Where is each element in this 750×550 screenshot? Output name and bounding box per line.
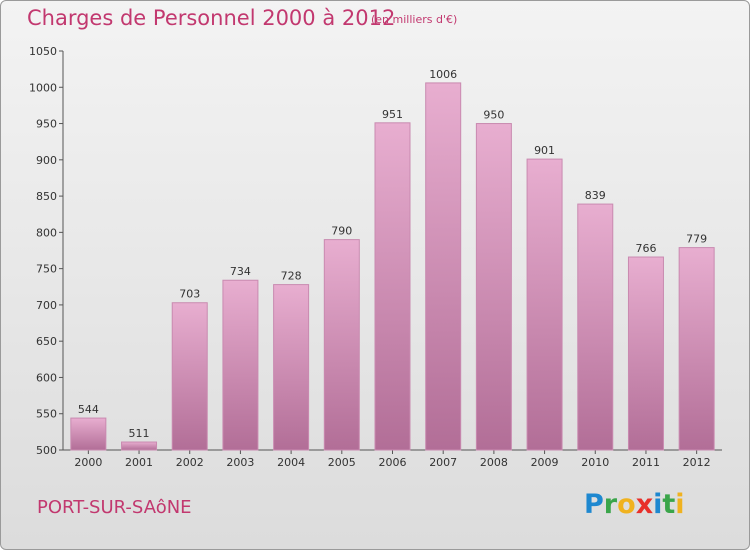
y-tick-label: 750 [36, 263, 57, 276]
x-tick-label: 2000 [74, 456, 102, 469]
bar-value-label: 1006 [429, 68, 457, 81]
y-tick-label: 950 [36, 118, 57, 131]
bar-value-label: 734 [230, 265, 251, 278]
chart-subtitle: (en milliers d'€) [371, 13, 458, 26]
x-tick-label: 2004 [277, 456, 305, 469]
x-tick-label: 2003 [226, 456, 254, 469]
commune-name: PORT-SUR-SAôNE [37, 497, 192, 518]
logo-letter: t [662, 489, 676, 520]
x-tick-label: 2006 [379, 456, 407, 469]
bar [222, 279, 259, 451]
bar [425, 82, 462, 451]
x-tick-label: 2001 [125, 456, 153, 469]
proxiti-logo: Proxiti [584, 489, 685, 520]
x-tick-label: 2012 [683, 456, 711, 469]
bar-value-label: 779 [686, 233, 707, 246]
x-tick-label: 2011 [632, 456, 660, 469]
bar-value-label: 766 [635, 242, 656, 255]
y-tick-label: 850 [36, 190, 57, 203]
bar [273, 284, 310, 451]
bar-value-label: 544 [78, 403, 99, 416]
y-tick-label: 1000 [29, 81, 57, 94]
bar [475, 123, 512, 451]
y-tick-label: 700 [36, 299, 57, 312]
bar [323, 239, 360, 451]
bar-value-label: 901 [534, 144, 555, 157]
bar [577, 203, 614, 451]
bar-value-label: 790 [331, 225, 352, 238]
bar [627, 256, 664, 451]
y-tick-label: 900 [36, 154, 57, 167]
bar [374, 122, 411, 451]
x-tick-label: 2010 [581, 456, 609, 469]
bar [121, 441, 158, 451]
logo-letter: x [635, 489, 654, 520]
x-tick-label: 2008 [480, 456, 508, 469]
y-tick-label: 800 [36, 226, 57, 239]
y-tick-label: 500 [36, 444, 57, 457]
bar [678, 247, 715, 451]
x-tick-label: 2009 [531, 456, 559, 469]
y-tick-label: 1050 [29, 45, 57, 58]
logo-letter: i [653, 489, 663, 520]
logo-letter: o [617, 489, 636, 520]
y-tick-label: 650 [36, 335, 57, 348]
x-tick-label: 2007 [429, 456, 457, 469]
logo-letter: i [675, 489, 685, 520]
bar-value-label: 511 [129, 427, 150, 440]
bar-value-label: 950 [483, 109, 504, 122]
bar [171, 302, 208, 451]
bar-value-label: 703 [179, 288, 200, 301]
bar [70, 417, 107, 451]
bar-value-label: 728 [281, 270, 302, 283]
y-tick-label: 600 [36, 371, 57, 384]
logo-letter: r [603, 489, 618, 520]
bar [526, 158, 563, 451]
y-tick-label: 550 [36, 408, 57, 421]
chart-title: Charges de Personnel 2000 à 2012 [27, 6, 396, 30]
bar-value-label: 951 [382, 108, 403, 121]
x-tick-label: 2005 [328, 456, 356, 469]
logo-letter: P [584, 489, 604, 520]
x-tick-label: 2002 [176, 456, 204, 469]
bar-value-label: 839 [585, 189, 606, 202]
